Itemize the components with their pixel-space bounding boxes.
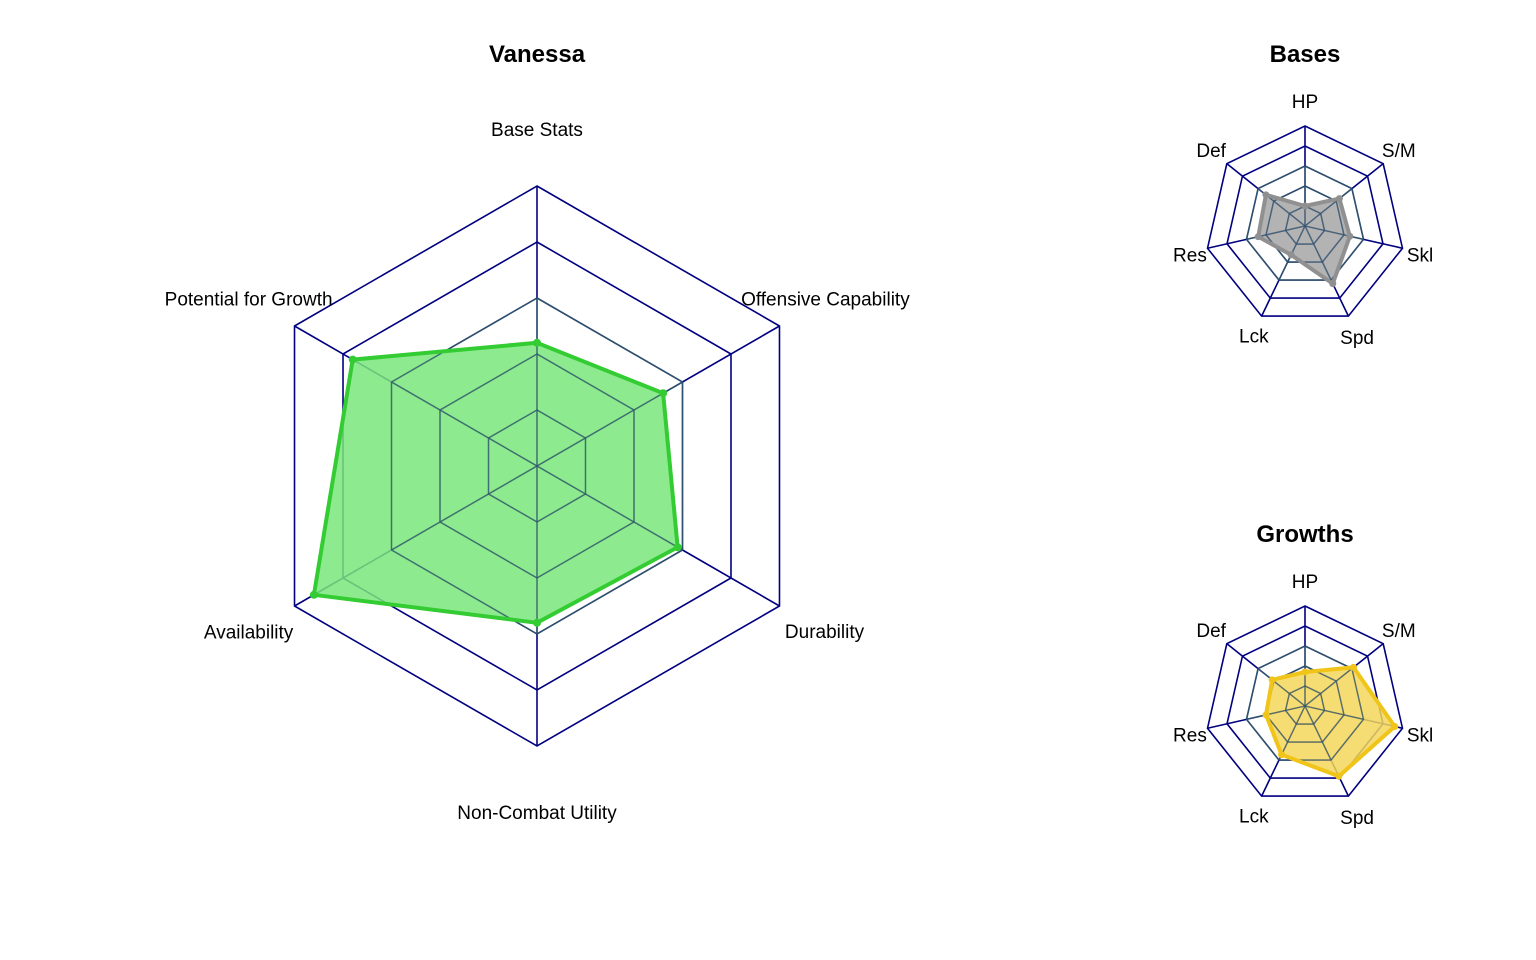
- growths-axis-label-5: Res: [1173, 725, 1207, 746]
- bases-point-5: [1254, 233, 1262, 241]
- growths-point-6: [1268, 676, 1276, 684]
- vanessa-point-0: [533, 338, 541, 347]
- growths-spoke-overlay-5: [1246, 705, 1306, 721]
- vanessa-spoke-overlay-2: [536, 465, 683, 551]
- growths-spoke-overlay-1: [1304, 668, 1353, 707]
- vanessa-series-area: [313, 342, 678, 623]
- vanessa-chart-title: Vanessa: [489, 41, 586, 68]
- bases-radar-chart: HP S/M Skl Spd Lck Res Def Bases: [1173, 41, 1433, 349]
- bases-series-line: [1256, 192, 1352, 286]
- growths-grid-ring-overlay-1: [1284, 685, 1326, 725]
- bases-spoke-outer-1: [1351, 163, 1384, 190]
- growths-grid-ring-5: [1206, 605, 1404, 797]
- vanessa-axis-label-2: Durability: [785, 622, 865, 643]
- bases-axis-label-1: S/M: [1382, 141, 1416, 162]
- growths-point-1: [1349, 663, 1357, 671]
- growths-axis-label-0: HP: [1292, 572, 1318, 593]
- growths-radar-chart: HP S/M Skl Spd Lck Res Def Growths: [1173, 521, 1433, 829]
- growths-axis-label-3: Spd: [1340, 808, 1374, 829]
- bases-series-area: [1258, 194, 1350, 284]
- bases-grid-ring-4: [1226, 145, 1384, 299]
- bases-spoke-outer-4: [1260, 279, 1280, 317]
- bases-axis-label-0: HP: [1292, 92, 1318, 113]
- vanessa-spoke-overlay-4: [391, 465, 538, 551]
- vanessa-point-2: [673, 543, 682, 552]
- bases-spoke-outer-5: [1207, 238, 1247, 250]
- vanessa-axis-label-3: Non-Combat Utility: [457, 803, 617, 824]
- vanessa-point-1: [659, 389, 668, 398]
- bases-spoke-outer-2: [1363, 238, 1403, 250]
- bases-spoke-overlay-3: [1304, 225, 1332, 281]
- vanessa-point-3: [533, 618, 541, 627]
- bases-point-4: [1287, 251, 1295, 259]
- bases-chart-title: Bases: [1270, 41, 1341, 68]
- growths-spoke-outer-1: [1351, 643, 1384, 670]
- growths-point-3: [1335, 772, 1343, 780]
- growths-spoke-outer-4: [1260, 759, 1280, 797]
- bases-axis-label-5: Res: [1173, 245, 1207, 266]
- vanessa-spoke-outer-1: [682, 325, 780, 383]
- bases-axis-label-2: Skl: [1407, 245, 1433, 266]
- bases-point-1: [1335, 195, 1343, 203]
- vanessa-axis-label-5: Potential for Growth: [165, 290, 333, 311]
- growths-point-4: [1278, 751, 1286, 759]
- growths-axis-label-2: Skl: [1407, 725, 1433, 746]
- bases-grid-ring-5: [1206, 125, 1404, 317]
- bases-axis-label-3: Spd: [1340, 328, 1374, 349]
- growths-axis-label-4: Lck: [1239, 806, 1269, 827]
- vanessa-radar-chart: Base Stats Offensive Capability Durability…: [165, 41, 911, 824]
- bases-point-2: [1346, 232, 1354, 240]
- growths-axis-label-1: S/M: [1382, 621, 1416, 642]
- bases-spoke-outer-6: [1226, 163, 1259, 190]
- growths-point-5: [1262, 711, 1270, 719]
- growths-spoke-overlay-2: [1304, 705, 1364, 721]
- growths-axis-label-6: Def: [1196, 621, 1226, 642]
- bases-point-6: [1262, 191, 1270, 199]
- bases-spoke-overlay-1: [1304, 188, 1353, 227]
- growths-spoke-overlay-4: [1278, 705, 1306, 761]
- vanessa-axis-label-4: Availability: [204, 623, 294, 644]
- growths-series-area: [1266, 667, 1395, 777]
- vanessa-spoke-outer-2: [682, 549, 780, 607]
- bases-point-3: [1329, 280, 1337, 288]
- vanessa-point-4: [309, 590, 318, 599]
- bases-spoke-overlay-2: [1304, 225, 1364, 241]
- vanessa-axis-label-1: Offensive Capability: [741, 290, 910, 311]
- growths-spoke-outer-5: [1207, 718, 1247, 730]
- growths-spoke-overlay-3: [1304, 705, 1332, 761]
- bases-axis-label-4: Lck: [1239, 326, 1269, 347]
- bases-point-0: [1301, 202, 1309, 210]
- growths-grid-ring-4: [1226, 625, 1384, 779]
- vanessa-axis-label-0: Base Stats: [491, 120, 583, 141]
- growths-point-0: [1301, 668, 1309, 676]
- bases-axis-label-6: Def: [1196, 141, 1226, 162]
- growths-chart-title: Growths: [1256, 521, 1353, 548]
- growths-spoke-outer-6: [1226, 643, 1259, 670]
- vanessa-spoke-overlay-1: [536, 381, 683, 467]
- bases-grid-ring-overlay-1: [1284, 205, 1326, 245]
- growths-point-2: [1391, 722, 1399, 730]
- bases-grid-ring-overlay-3: [1245, 165, 1365, 281]
- growths-spoke-overlay-6: [1257, 668, 1306, 707]
- vanessa-spoke-overlay-5: [391, 381, 538, 467]
- growths-series-line: [1264, 665, 1397, 779]
- growths-grid-ring-overlay-3: [1245, 645, 1365, 761]
- vanessa-point-5: [348, 355, 357, 364]
